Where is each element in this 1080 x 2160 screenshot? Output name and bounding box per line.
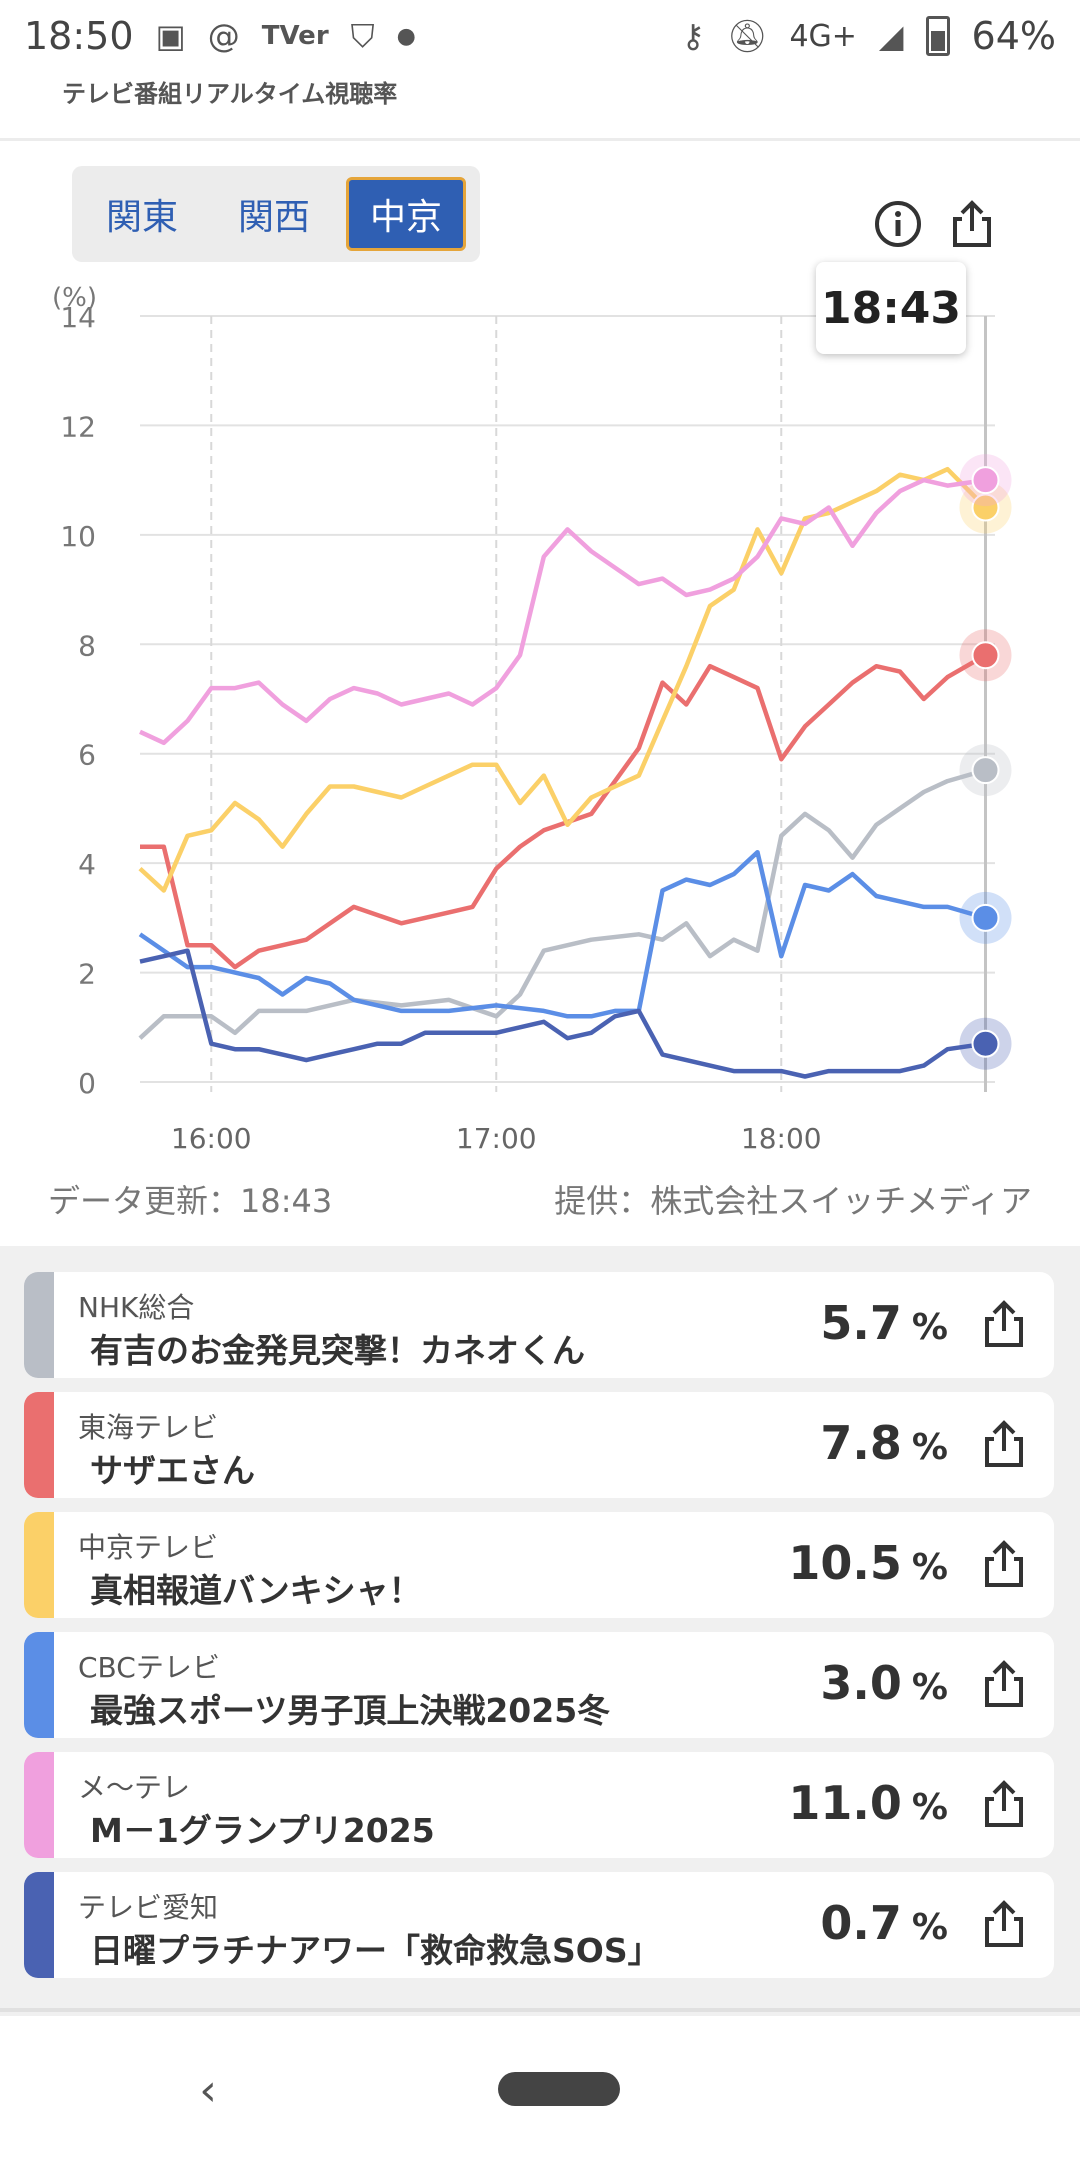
series-marker [971, 466, 1000, 495]
channel-name: メ～テレ [78, 1771, 191, 1804]
channel-name: 中京テレビ [78, 1531, 219, 1564]
rating-value: 3.0% [820, 1656, 948, 1710]
program-title: サザエさん [90, 1451, 255, 1490]
data-provider-text: 提供：株式会社スイッチメディア [554, 1182, 1032, 1220]
series-marker [971, 493, 1000, 522]
share-icon [985, 1900, 1023, 1947]
x-tick-label: 18:00 [741, 1122, 822, 1150]
program-title: M－1グランプリ2025 [90, 1811, 435, 1850]
data-updated-text: データ更新：18:43 [48, 1182, 333, 1220]
share-chart-button[interactable] [944, 196, 1000, 252]
share-icon [985, 1300, 1023, 1347]
channel-color-bar [24, 1392, 54, 1498]
series-marker [971, 756, 1000, 785]
channel-color-bar [24, 1752, 54, 1858]
channel-card-tokai[interactable]: 東海テレビ サザエさん 7.8% [24, 1392, 1054, 1498]
status-bar: 18:50 ▣ @ TVer ⛉ ● ⚷ 🔕︎ 4G+ ◢ 64% [0, 0, 1080, 72]
info-icon [875, 201, 921, 247]
y-tick-label: 0 [78, 1067, 96, 1100]
home-button[interactable] [498, 2072, 620, 2106]
tab-chukyo[interactable]: 中京 [346, 177, 466, 251]
share-button[interactable] [976, 1656, 1032, 1712]
series-marker [971, 641, 1000, 670]
y-tick-label: 12 [60, 410, 96, 443]
rating-value: 10.5% [788, 1536, 948, 1590]
divider [0, 2008, 1080, 2012]
channel-color-bar [24, 1512, 54, 1618]
series-line [138, 849, 987, 1019]
y-tick-label: 14 [60, 301, 96, 334]
y-unit-label: (%) [52, 283, 97, 313]
share-button[interactable] [976, 1296, 1032, 1352]
tver-icon: TVer [261, 21, 329, 51]
share-icon [953, 200, 991, 247]
info-button[interactable] [870, 196, 926, 252]
y-tick-label: 6 [78, 739, 96, 772]
share-icon [985, 1540, 1023, 1587]
share-button[interactable] [976, 1536, 1032, 1592]
dot-icon: ● [396, 23, 416, 49]
y-tick-label: 2 [78, 958, 96, 991]
signal-icon: ◢ [878, 17, 904, 55]
tab-kanto[interactable]: 関東 [105, 197, 178, 238]
divider [0, 138, 1080, 141]
y-tick-label: 8 [78, 629, 96, 662]
channel-color-bar [24, 1872, 54, 1978]
back-button[interactable]: ‹ [199, 2064, 217, 2116]
x-tick-label: 16:00 [171, 1122, 252, 1150]
system-nav-bar: ‹ [0, 2040, 1080, 2140]
rating-value: 11.0% [788, 1776, 948, 1830]
share-button[interactable] [976, 1776, 1032, 1832]
rating-value: 7.8% [820, 1416, 948, 1470]
y-tick-label: 10 [60, 520, 96, 553]
shield-icon: ⛉ [350, 16, 375, 55]
tab-kansai[interactable]: 関西 [237, 197, 310, 238]
image-icon: ▣ [155, 17, 186, 55]
x-tick-label: 17:00 [456, 1122, 537, 1150]
y-tick-label: 4 [78, 848, 96, 881]
channel-name: NHK総合 [78, 1291, 195, 1324]
channel-name: テレビ愛知 [78, 1891, 219, 1924]
battery-icon [925, 16, 950, 56]
ratings-chart[interactable]: 0 2 4 6 8 10 12 14 (%) 16:00 17:00 18:00 [0, 270, 1080, 1150]
program-title: 真相報道バンキシャ！ [90, 1571, 422, 1610]
battery-level: 64% [971, 14, 1056, 58]
series-line [138, 767, 987, 1040]
chart-footer: データ更新：18:43 提供：株式会社スイッチメディア [0, 1176, 1080, 1226]
rating-value: 5.7% [820, 1296, 948, 1350]
channel-card-cbc[interactable]: CBCテレビ 最強スポーツ男子頂上決戦2025冬 3.0% [24, 1632, 1054, 1738]
channel-card-nhk[interactable]: NHK総合 有吉のお金発見突撃！カネオくん 5.7% [24, 1272, 1054, 1378]
series-marker [971, 1029, 1000, 1058]
key-icon: ⚷ [681, 17, 705, 55]
share-icon [985, 1420, 1023, 1467]
share-icon [985, 1660, 1023, 1707]
time-tooltip: 18:43 [816, 262, 966, 354]
channel-card-meetele[interactable]: メ～テレ M－1グランプリ2025 11.0% [24, 1752, 1054, 1858]
program-title: 日曜プラチナアワー「救命救急SOS」 [90, 1931, 661, 1970]
channel-card-chukyo[interactable]: 中京テレビ 真相報道バンキシャ！ 10.5% [24, 1512, 1054, 1618]
app-title: テレビ番組リアルタイム視聴率 [62, 80, 398, 108]
channel-name: 東海テレビ [78, 1411, 219, 1444]
series-marker [971, 903, 1000, 932]
channel-name: CBCテレビ [78, 1651, 220, 1684]
chart-svg: 0 2 4 6 8 10 12 14(%) 16:00 17:00 18:00 [52, 283, 1012, 1150]
network-type: 4G+ [789, 18, 857, 54]
status-time: 18:50 [24, 14, 134, 58]
share-icon [985, 1780, 1023, 1827]
channel-list: NHK総合 有吉のお金発見突撃！カネオくん 5.7% 東海テレビ サザエさん 7… [0, 1246, 1080, 2016]
channel-color-bar [24, 1632, 54, 1738]
share-button[interactable] [976, 1416, 1032, 1472]
channel-card-aichi[interactable]: テレビ愛知 日曜プラチナアワー「救命救急SOS」 0.7% [24, 1872, 1054, 1978]
threads-icon: @ [207, 17, 240, 55]
series-line [139, 477, 986, 746]
program-title: 有吉のお金発見突撃！カネオくん [90, 1331, 585, 1370]
program-title: 最強スポーツ男子頂上決戦2025冬 [90, 1691, 611, 1730]
series-line [140, 653, 987, 970]
bell-off-icon: 🔕︎ [726, 17, 768, 55]
share-button[interactable] [976, 1896, 1032, 1952]
channel-color-bar [24, 1272, 54, 1378]
series-line [139, 948, 986, 1079]
rating-value: 0.7% [820, 1896, 948, 1950]
region-tabs: 関東 関西 中京 [72, 166, 480, 262]
